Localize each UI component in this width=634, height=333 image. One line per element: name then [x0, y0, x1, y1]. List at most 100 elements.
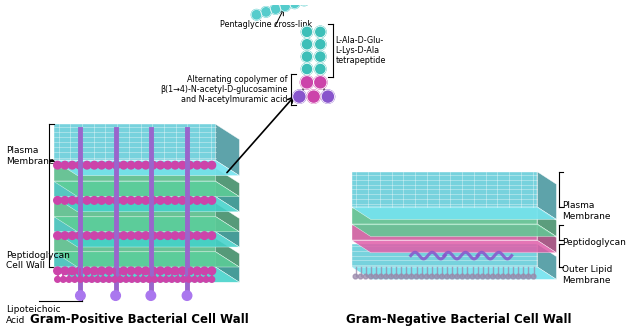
Circle shape	[134, 232, 142, 239]
Circle shape	[171, 162, 179, 169]
Circle shape	[146, 291, 155, 300]
Circle shape	[68, 162, 76, 169]
Circle shape	[301, 76, 314, 89]
Circle shape	[75, 291, 85, 300]
Polygon shape	[352, 224, 557, 236]
Circle shape	[192, 276, 198, 282]
Circle shape	[134, 267, 142, 275]
Circle shape	[314, 51, 326, 62]
Circle shape	[293, 90, 306, 103]
Circle shape	[521, 274, 526, 279]
Circle shape	[68, 232, 76, 239]
Circle shape	[98, 232, 105, 239]
Circle shape	[76, 232, 84, 239]
Circle shape	[54, 232, 61, 239]
Circle shape	[117, 276, 123, 282]
Circle shape	[193, 162, 201, 169]
Circle shape	[450, 274, 455, 279]
Circle shape	[54, 162, 61, 169]
Text: Pentaglycine cross-link: Pentaglycine cross-link	[220, 20, 312, 29]
Circle shape	[314, 76, 327, 89]
Circle shape	[129, 276, 134, 282]
Circle shape	[307, 90, 320, 103]
Circle shape	[180, 276, 186, 282]
Circle shape	[186, 267, 193, 275]
Circle shape	[83, 196, 91, 204]
Polygon shape	[352, 225, 538, 240]
Circle shape	[186, 276, 192, 282]
Text: Peptidoglycan: Peptidoglycan	[562, 238, 626, 247]
Circle shape	[72, 276, 77, 282]
Text: Gram-Positive Bacterial Cell Wall: Gram-Positive Bacterial Cell Wall	[30, 313, 249, 326]
Circle shape	[60, 276, 66, 282]
Circle shape	[142, 196, 150, 204]
Circle shape	[424, 274, 429, 279]
Circle shape	[105, 162, 113, 169]
Circle shape	[289, 0, 300, 9]
Polygon shape	[352, 240, 557, 253]
Circle shape	[394, 274, 399, 279]
Circle shape	[389, 274, 394, 279]
Polygon shape	[216, 203, 240, 232]
Polygon shape	[54, 238, 216, 252]
Circle shape	[76, 267, 84, 275]
Circle shape	[112, 196, 120, 204]
Circle shape	[299, 0, 309, 6]
Circle shape	[142, 162, 150, 169]
Circle shape	[127, 267, 135, 275]
Circle shape	[164, 196, 172, 204]
Circle shape	[112, 267, 120, 275]
Circle shape	[186, 196, 193, 204]
Circle shape	[134, 196, 142, 204]
Circle shape	[460, 274, 465, 279]
Circle shape	[373, 274, 378, 279]
Circle shape	[54, 196, 61, 204]
Circle shape	[368, 274, 373, 279]
Polygon shape	[538, 244, 557, 279]
Circle shape	[98, 196, 105, 204]
Circle shape	[94, 276, 100, 282]
Circle shape	[83, 162, 91, 169]
Circle shape	[511, 274, 515, 279]
Circle shape	[404, 274, 409, 279]
Circle shape	[434, 274, 439, 279]
Text: Plasma
Membrane: Plasma Membrane	[6, 146, 55, 166]
Circle shape	[321, 90, 335, 103]
Circle shape	[251, 10, 262, 20]
Polygon shape	[538, 208, 557, 236]
Polygon shape	[54, 252, 240, 267]
Circle shape	[314, 39, 326, 50]
Polygon shape	[352, 244, 538, 267]
Polygon shape	[352, 207, 557, 219]
Circle shape	[120, 162, 127, 169]
Circle shape	[83, 267, 91, 275]
Circle shape	[200, 196, 208, 204]
Circle shape	[470, 274, 475, 279]
Circle shape	[481, 274, 485, 279]
Circle shape	[140, 276, 146, 282]
Circle shape	[531, 274, 536, 279]
Text: L-Ala-D-Glu-
L-Lys-D-Ala
tetrapeptide: L-Ala-D-Glu- L-Lys-D-Ala tetrapeptide	[335, 36, 386, 65]
Circle shape	[91, 162, 98, 169]
Circle shape	[171, 267, 179, 275]
Circle shape	[169, 276, 174, 282]
Circle shape	[261, 7, 271, 17]
Circle shape	[419, 274, 424, 279]
Circle shape	[68, 267, 76, 275]
Polygon shape	[54, 216, 216, 232]
Circle shape	[89, 276, 94, 282]
Polygon shape	[54, 267, 240, 282]
Circle shape	[209, 276, 215, 282]
Circle shape	[54, 267, 61, 275]
Circle shape	[444, 274, 450, 279]
Circle shape	[76, 196, 84, 204]
Circle shape	[91, 232, 98, 239]
Circle shape	[301, 63, 313, 75]
Circle shape	[174, 276, 180, 282]
Circle shape	[270, 4, 281, 14]
Circle shape	[465, 274, 470, 279]
Circle shape	[526, 274, 531, 279]
Circle shape	[112, 276, 117, 282]
Circle shape	[157, 276, 163, 282]
Circle shape	[76, 162, 84, 169]
